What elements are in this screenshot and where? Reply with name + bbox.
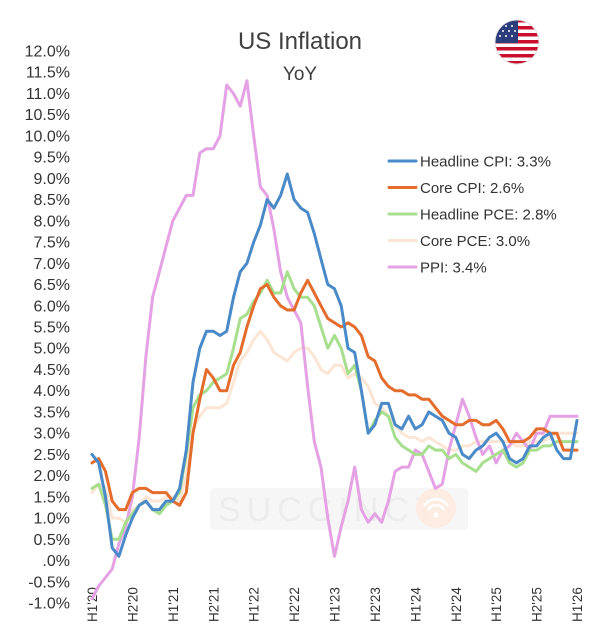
y-tick-label: .0%	[42, 553, 70, 570]
legend-item: Core PCE: 3.0%	[387, 233, 530, 250]
legend-label: Core PCE: 3.0%	[420, 233, 530, 250]
x-tick-label: H2'22	[287, 587, 302, 622]
legend-item: Core CPI: 2.6%	[387, 180, 524, 197]
y-tick-label: 1.0%	[34, 511, 70, 528]
y-tick-label: 11.5%	[26, 65, 70, 82]
x-tick-label: H2'25	[530, 587, 545, 622]
us-flag-icon	[494, 19, 540, 65]
y-tick-label: 2.5%	[34, 447, 70, 464]
y-tick-label: 10.5%	[25, 107, 70, 124]
x-axis: H1'20 H2'20 H1'21 H2'21 H1'22 H2'22 H1'23 H2'23…	[85, 587, 585, 622]
series-line-headline-cpi	[90, 172, 579, 558]
legend-label: PPI: 3.4%	[420, 260, 487, 277]
chart-title: US Inflation	[238, 28, 362, 55]
x-tick-label: H2'20	[125, 587, 140, 622]
y-tick-label: -1.0%	[28, 596, 70, 613]
legend-label: Headline PCE: 2.8%	[420, 207, 557, 224]
y-tick-label: 2.0%	[34, 468, 70, 485]
x-tick-label: H1'22	[247, 587, 262, 622]
y-tick-label: 10.0%	[25, 128, 70, 145]
y-tick-label: 5.0%	[34, 341, 70, 358]
y-tick-label: 5.5%	[34, 320, 70, 337]
legend-item: Headline PCE: 2.8%	[387, 207, 557, 224]
legend-item: Headline CPI: 3.3%	[387, 154, 551, 171]
series-line-ppi	[90, 79, 579, 601]
y-tick-label: 3.5%	[34, 404, 70, 421]
y-tick-label: 9.5%	[34, 150, 70, 167]
y-tick-label: -0.5%	[28, 574, 70, 591]
legend-item: PPI: 3.4%	[387, 260, 487, 277]
y-tick-label: 6.5%	[34, 277, 70, 294]
x-tick-label: H1'23	[328, 587, 343, 622]
y-tick-label: 7.5%	[34, 235, 70, 252]
y-tick-label: 3.0%	[34, 426, 70, 443]
y-tick-label: 6.0%	[34, 298, 70, 315]
y-tick-label: 11.0%	[26, 86, 70, 103]
y-tick-label: 7.0%	[34, 256, 70, 273]
x-tick-label: H1'20	[85, 587, 100, 622]
y-tick-label: 1.5%	[34, 489, 70, 506]
watermark-logo-icon	[416, 488, 456, 528]
x-tick-label: H1'21	[166, 587, 181, 622]
y-tick-label: 4.5%	[34, 362, 70, 379]
legend: Headline CPI: 3.3% Core CPI: 2.6% Headline…	[387, 154, 557, 277]
y-tick-label: 4.0%	[34, 383, 70, 400]
x-tick-label: H2'23	[368, 587, 383, 622]
chart-subtitle: YoY	[283, 64, 317, 85]
y-tick-label: 12.0%	[25, 44, 70, 61]
x-tick-label: H2'24	[449, 587, 464, 622]
y-tick-label: 8.0%	[34, 213, 70, 230]
y-tick-label: 9.0%	[34, 171, 70, 188]
x-tick-label: H1'24	[408, 587, 423, 622]
legend-label: Headline CPI: 3.3%	[420, 154, 551, 171]
watermark: SUCCINCT	[210, 488, 468, 530]
x-tick-label: H1'25	[489, 587, 504, 622]
y-tick-label: 8.5%	[34, 192, 70, 209]
y-tick-label: 0.5%	[34, 532, 70, 549]
x-tick-label: H1'26	[570, 587, 585, 622]
series-line-core-cpi	[90, 278, 579, 512]
series-line-core-pce	[90, 329, 579, 524]
legend-label: Core CPI: 2.6%	[420, 180, 524, 197]
series-lines	[90, 79, 579, 601]
x-tick-label: H2'21	[206, 587, 221, 622]
y-axis: 12.0% 11.5% 11.0% 10.5% 10.0% 9.5% 9.0% 8.5% 8.0…	[25, 44, 70, 613]
